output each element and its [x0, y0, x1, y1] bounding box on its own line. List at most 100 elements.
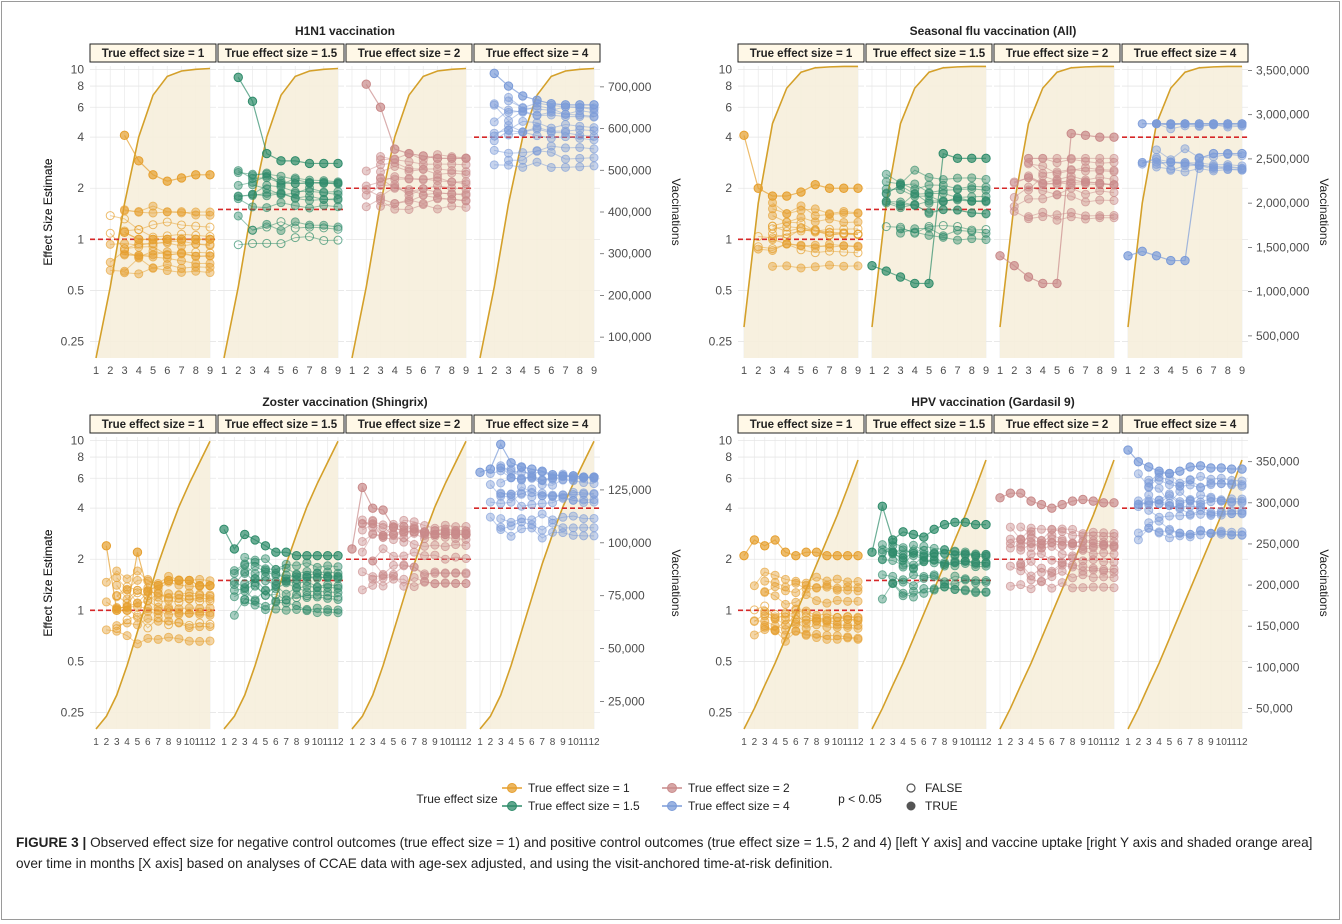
estimate-point-significant: [312, 608, 322, 618]
estimate-trace: [244, 601, 339, 614]
estimate-point-significant: [1016, 522, 1026, 532]
estimate-point-significant: [378, 531, 388, 541]
estimate-point-significant: [1081, 179, 1090, 189]
estimate-point-significant: [589, 523, 599, 533]
estimate-trace: [490, 492, 595, 504]
estimate-point-significant: [134, 269, 144, 279]
uptake-area: [224, 68, 338, 358]
estimate-point-significant: [950, 585, 960, 595]
estimate-point-nonsignificant: [205, 222, 215, 232]
example-series-point: [390, 144, 400, 154]
x-tick-label: 8: [193, 365, 199, 377]
estimate-point-significant: [1016, 566, 1026, 576]
estimate-point-significant: [229, 610, 239, 620]
estimate-trace: [244, 565, 339, 579]
estimate-trace: [500, 488, 595, 497]
estimate-point-nonsignificant: [112, 624, 122, 634]
example-series-point: [929, 524, 939, 535]
facet-strip-label: True effect size = 1: [750, 419, 853, 431]
uptake-line: [479, 67, 595, 359]
uptake-area: [1000, 460, 1114, 729]
example-series-point: [122, 605, 132, 616]
x-tick-label: 1: [477, 737, 483, 748]
estimate-trace: [772, 264, 859, 269]
example-series-point: [575, 100, 585, 110]
y2-tick-label: 500,000: [1256, 329, 1300, 343]
estimate-point-significant: [420, 551, 430, 561]
estimate-point-nonsignificant: [164, 594, 174, 604]
estimate-point-significant: [896, 228, 905, 238]
example-series-point: [399, 527, 409, 537]
estimate-point-significant: [929, 549, 939, 559]
estimate-point-significant: [1009, 192, 1019, 202]
estimate-point-significant: [153, 609, 163, 619]
estimate-point-significant: [981, 182, 991, 192]
estimate-point-significant: [1164, 491, 1174, 501]
x-tick-label: 1: [741, 365, 747, 377]
estimate-point-significant: [174, 634, 184, 644]
estimate-point-significant: [527, 484, 537, 494]
estimate-point-significant: [1088, 573, 1098, 583]
estimate-point-nonsignificant: [143, 623, 153, 633]
estimate-point-significant: [1216, 508, 1226, 518]
estimate-point-significant: [810, 211, 820, 221]
estimate-point-significant: [981, 191, 991, 201]
y2-tick-label: 300,000: [608, 247, 652, 261]
estimate-point-significant: [548, 518, 558, 528]
estimate-point-significant: [561, 143, 570, 153]
x-tick-label: 4: [124, 737, 130, 748]
estimate-point-significant: [953, 173, 962, 183]
legend-effect-item: True effect size = 1.5: [528, 799, 640, 813]
estimate-point-significant: [1227, 530, 1237, 540]
estimate-point-significant: [496, 488, 506, 498]
estimate-point-significant: [589, 131, 599, 141]
estimate-point-significant: [812, 633, 822, 643]
estimate-point-significant: [368, 556, 378, 566]
estimate-point-significant: [518, 106, 528, 116]
estimate-point-nonsignificant: [105, 228, 115, 238]
estimate-point-significant: [796, 205, 806, 215]
x-tick-label: 8: [422, 737, 428, 748]
estimate-point-significant: [877, 548, 887, 558]
example-series-point: [361, 79, 371, 89]
estimate-point-significant: [971, 551, 981, 561]
estimate-point-significant: [333, 587, 343, 597]
estimate-point-significant: [953, 184, 962, 194]
estimate-point-significant: [888, 555, 898, 565]
estimate-point-significant: [940, 579, 950, 589]
estimate-point-significant: [938, 188, 948, 198]
estimate-point-significant: [561, 109, 570, 119]
x-tick-label: 2: [1008, 737, 1014, 748]
estimate-point-significant: [1078, 536, 1088, 546]
estimate-point-significant: [810, 262, 820, 272]
estimate-point-significant: [1209, 166, 1218, 176]
estimate-point-significant: [1133, 535, 1143, 545]
y-tick-label: 4: [725, 130, 732, 144]
estimate-point-significant: [1052, 178, 1062, 188]
estimate-point-significant: [537, 533, 547, 543]
estimate-trace: [1028, 175, 1115, 191]
estimate-point-significant: [1057, 558, 1067, 568]
estimate-point-nonsignificant: [191, 221, 201, 231]
estimate-point-significant: [1038, 194, 1048, 204]
estimate-point-significant: [853, 261, 863, 271]
estimate-point-significant: [292, 569, 302, 579]
estimate-point-nonsignificant: [276, 217, 286, 227]
x-tick-label: 5: [911, 737, 917, 748]
y-tick-label: 1: [725, 232, 732, 246]
estimate-point-significant: [1081, 211, 1090, 221]
x-tick-label: 11: [842, 737, 853, 748]
estimate-point-significant: [177, 249, 186, 259]
example-series-point: [981, 519, 991, 530]
estimate-point-significant: [1052, 215, 1062, 225]
estimate-point-significant: [302, 593, 312, 603]
estimate-point-significant: [960, 574, 970, 584]
estimate-point-significant: [1180, 144, 1190, 154]
example-series-point: [430, 529, 440, 540]
estimate-point-significant: [312, 568, 322, 578]
example-series-point: [1185, 462, 1195, 472]
legend-effect-title: True effect size: [416, 792, 498, 806]
example-series-point: [1164, 468, 1175, 479]
estimate-point-significant: [164, 589, 174, 599]
estimate-point-significant: [558, 528, 568, 538]
